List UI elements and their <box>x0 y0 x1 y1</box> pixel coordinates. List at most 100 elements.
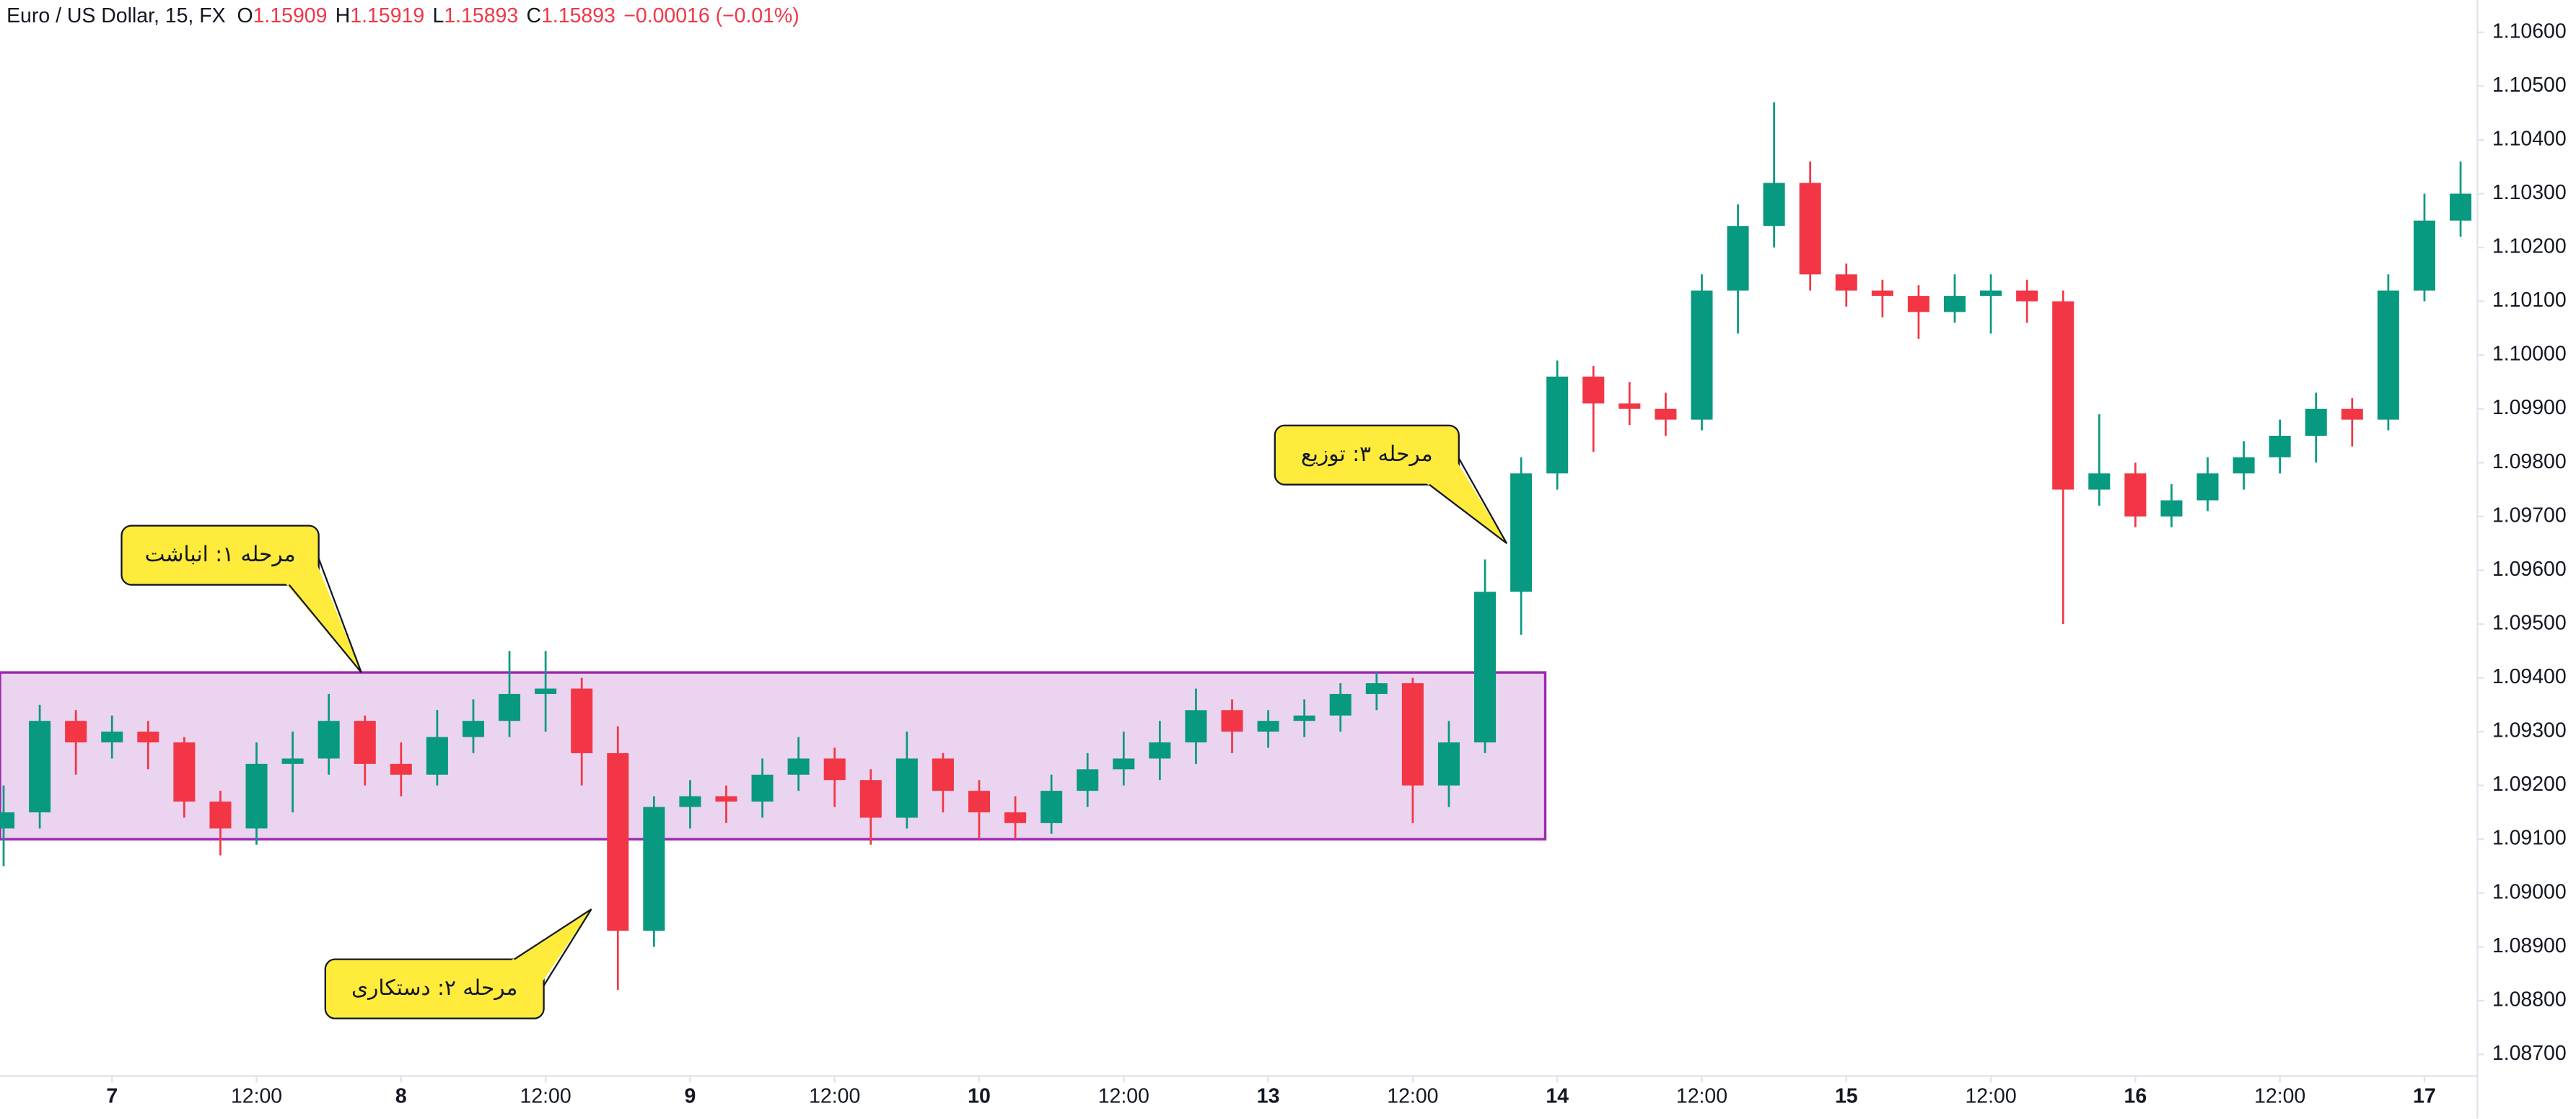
candle-body <box>0 812 15 829</box>
candle-body <box>1835 274 1857 291</box>
candle-body <box>2196 473 2219 501</box>
candle-body <box>1474 592 1497 743</box>
candle-body <box>426 737 448 775</box>
x-tick-label: 10 <box>968 1084 991 1107</box>
x-tick-label: 8 <box>395 1084 407 1107</box>
callout: مرحله ۳: توزیع <box>1274 424 1508 545</box>
candle-body <box>895 758 918 818</box>
symbol-title: Euro / US Dollar, 15, FX <box>6 4 225 27</box>
candle-body <box>2052 301 2075 490</box>
callout-box <box>121 525 320 586</box>
candle-body <box>715 796 737 802</box>
callout: مرحله ۲: دستکاری <box>324 908 592 1019</box>
y-tick-label: 1.08700 <box>2492 1042 2567 1065</box>
candle-body <box>1582 376 1605 404</box>
callout-tail-edge <box>288 558 362 673</box>
candle-body <box>1437 742 1460 786</box>
y-tick-label: 1.09100 <box>2492 827 2567 850</box>
candle-body <box>1293 715 1315 721</box>
callout-box <box>324 958 545 1019</box>
y-tick-label: 1.10500 <box>2492 74 2567 97</box>
callout-text: مرحله ۱: انباشت <box>145 542 296 566</box>
y-tick-label: 1.10300 <box>2492 181 2567 204</box>
y-tick-label: 1.10200 <box>2492 235 2567 258</box>
candle-body <box>2305 408 2327 436</box>
y-tick-label: 1.09900 <box>2492 396 2567 419</box>
y-tick-label: 1.09000 <box>2492 880 2567 903</box>
candle-body <box>2233 457 2255 474</box>
y-tick-label: 1.08800 <box>2492 988 2567 1011</box>
x-tick-label: 12:00 <box>231 1084 282 1107</box>
y-tick-label: 1.09300 <box>2492 719 2567 742</box>
candle-body <box>1113 758 1135 770</box>
candle-body <box>1763 183 1785 227</box>
y-tick-label: 1.10600 <box>2492 19 2567 43</box>
price-change: −0.00016 (−0.01%) <box>623 4 799 27</box>
candle-body <box>1401 683 1424 786</box>
ohlc-label: H <box>336 4 351 27</box>
candle-body <box>245 763 268 829</box>
candle-body <box>2016 290 2038 302</box>
candle-body <box>1907 296 1929 312</box>
candle-body <box>281 758 304 764</box>
ohlc-value: 1.15893 <box>444 4 518 27</box>
x-tick-label: 12:00 <box>1387 1084 1438 1107</box>
plot-area <box>0 102 2472 991</box>
candle-body <box>679 796 701 807</box>
callout: مرحله ۱: انباشت <box>121 525 362 673</box>
candle-body <box>2269 436 2291 457</box>
y-tick-label: 1.09400 <box>2492 665 2567 688</box>
candle-body <box>1546 376 1569 474</box>
ohlc-value: 1.15909 <box>253 4 328 27</box>
candle-body <box>1329 693 1351 716</box>
candle-body <box>1257 721 1279 732</box>
ohlc-value: 1.15893 <box>541 4 615 27</box>
x-tick-label: 12:00 <box>809 1084 860 1107</box>
candle-body <box>1871 290 1893 297</box>
candle-body <box>1799 183 1821 275</box>
x-tick-label: 13 <box>1257 1084 1280 1107</box>
x-tick-label: 15 <box>1835 1084 1858 1107</box>
candle-body <box>209 802 232 829</box>
x-tick-label: 7 <box>106 1084 118 1107</box>
candle-body <box>354 721 376 764</box>
candle-body <box>499 693 521 721</box>
candle-body <box>101 732 123 743</box>
candle-body <box>1691 290 1713 420</box>
header: Euro / US Dollar, 15, FX O1.15909 H1.15919… <box>6 4 799 27</box>
candle-body <box>2124 473 2147 517</box>
candle-body <box>1221 710 1243 732</box>
candle-body <box>571 688 593 753</box>
y-tick-label: 1.09500 <box>2492 611 2567 634</box>
candle-body <box>1510 473 1533 592</box>
candle-body <box>1077 769 1099 791</box>
callout-text: مرحله ۲: دستکاری <box>351 975 517 1000</box>
candle-body <box>1149 742 1171 759</box>
ohlc-value: 1.15919 <box>350 4 424 27</box>
candle-body <box>751 774 774 802</box>
candle-body <box>317 721 340 759</box>
candle-body <box>787 758 810 775</box>
callout-tail-edge <box>514 908 592 986</box>
ohlc-label: L <box>433 4 444 27</box>
ohlc-label: O <box>237 4 253 27</box>
ohlc-label: C <box>527 4 542 27</box>
candle-body <box>2341 408 2363 420</box>
candle-body <box>1004 812 1027 823</box>
candle-body <box>2450 193 2472 221</box>
candle-body <box>2160 500 2183 517</box>
candle-body <box>1365 683 1388 694</box>
x-tick-label: 12:00 <box>1965 1084 2016 1107</box>
y-tick-label: 1.09800 <box>2492 450 2567 473</box>
candle-body <box>2088 473 2111 490</box>
candle-body <box>859 780 882 818</box>
candle-body <box>65 721 87 743</box>
candle-body <box>1185 710 1207 743</box>
candle-body <box>607 752 629 931</box>
candle-body <box>643 807 665 931</box>
y-tick-label: 1.09700 <box>2492 504 2567 527</box>
y-tick-label: 1.08900 <box>2492 934 2567 957</box>
candle-body <box>968 791 991 812</box>
